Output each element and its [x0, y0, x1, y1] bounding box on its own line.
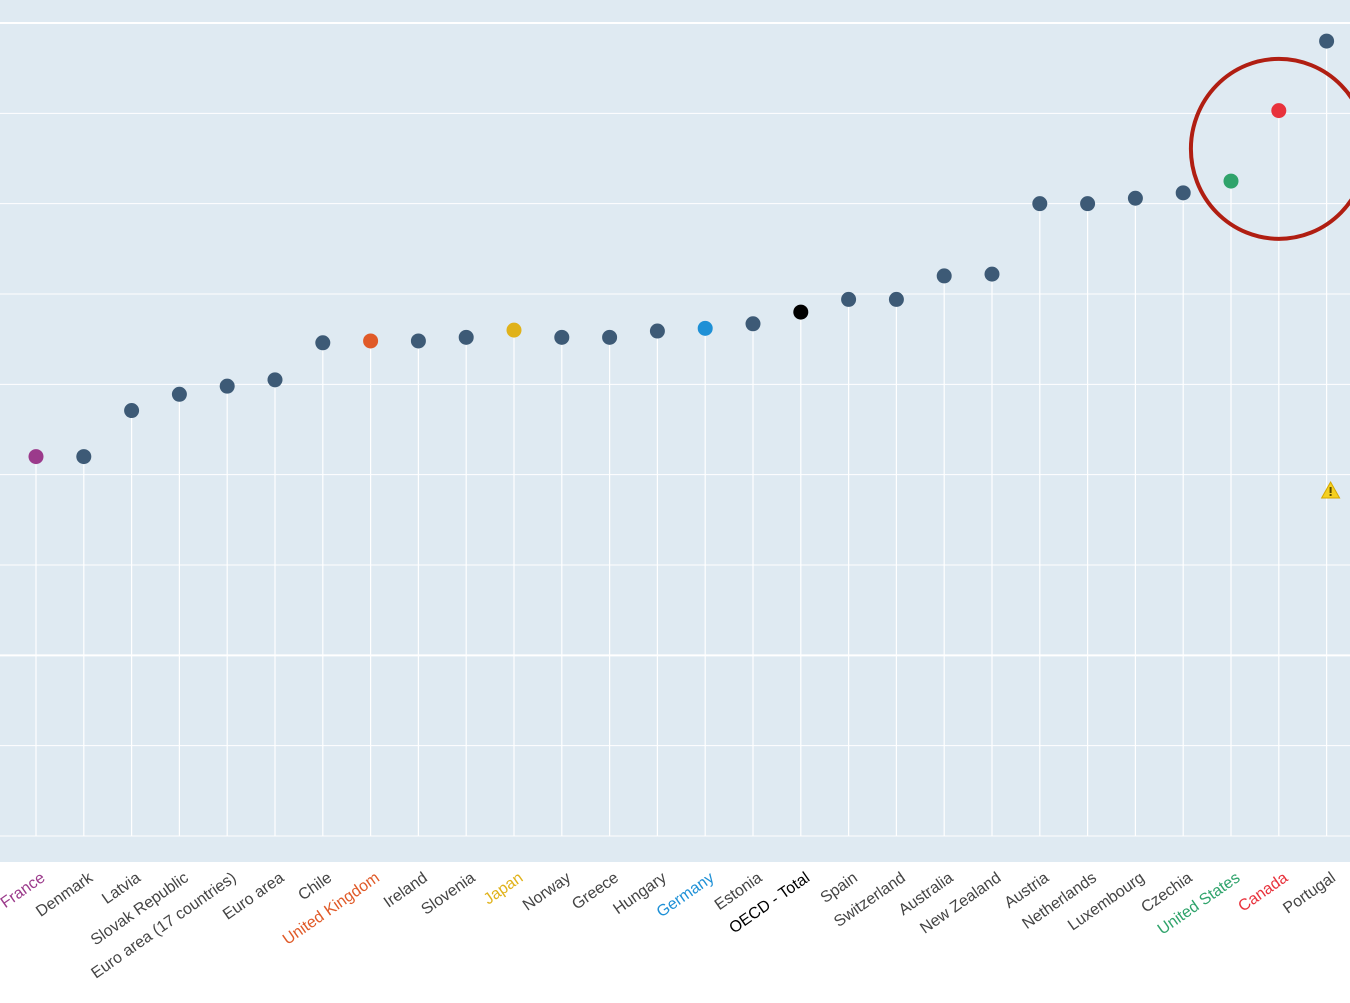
- data-point: [1319, 33, 1335, 49]
- data-point: [1271, 103, 1287, 119]
- data-point: [602, 329, 618, 345]
- data-point: [458, 329, 474, 345]
- data-point: [363, 333, 379, 349]
- x-tick-label: Slovenia: [418, 869, 478, 918]
- data-point: [984, 266, 1000, 282]
- data-point: [1223, 173, 1239, 189]
- plot-background: [0, 0, 1350, 862]
- annotation-circle: [1188, 56, 1350, 241]
- data-point: [841, 291, 857, 307]
- data-point: [171, 386, 187, 402]
- data-point: [76, 449, 92, 465]
- data-point: [936, 268, 952, 284]
- data-point: [697, 320, 713, 336]
- data-point: [219, 378, 235, 394]
- x-tick-label: Japan: [481, 869, 526, 908]
- data-point: [315, 335, 331, 351]
- data-point: [1175, 185, 1191, 201]
- data-point: [1032, 196, 1048, 212]
- stems: [35, 41, 1328, 836]
- data-point: [124, 403, 140, 419]
- data-point: [649, 323, 665, 339]
- data-point: [745, 316, 761, 332]
- data-point: [793, 304, 809, 320]
- warning-triangle-icon[interactable]: [1320, 480, 1341, 499]
- data-point: [1080, 196, 1096, 212]
- x-tick-label: United States: [1155, 869, 1243, 938]
- data-points: [28, 33, 1335, 465]
- data-point: [28, 449, 44, 465]
- data-point: [888, 291, 904, 307]
- data-point: [554, 329, 570, 345]
- data-point: [267, 372, 283, 388]
- data-point: [1127, 190, 1143, 206]
- data-point: [410, 333, 426, 349]
- x-tick-label: New Zealand: [917, 869, 1004, 937]
- data-point: [506, 322, 522, 338]
- x-tick-label: Norway: [520, 869, 574, 914]
- annotations: [1188, 56, 1350, 499]
- x-tick-label: Portugal: [1280, 869, 1339, 917]
